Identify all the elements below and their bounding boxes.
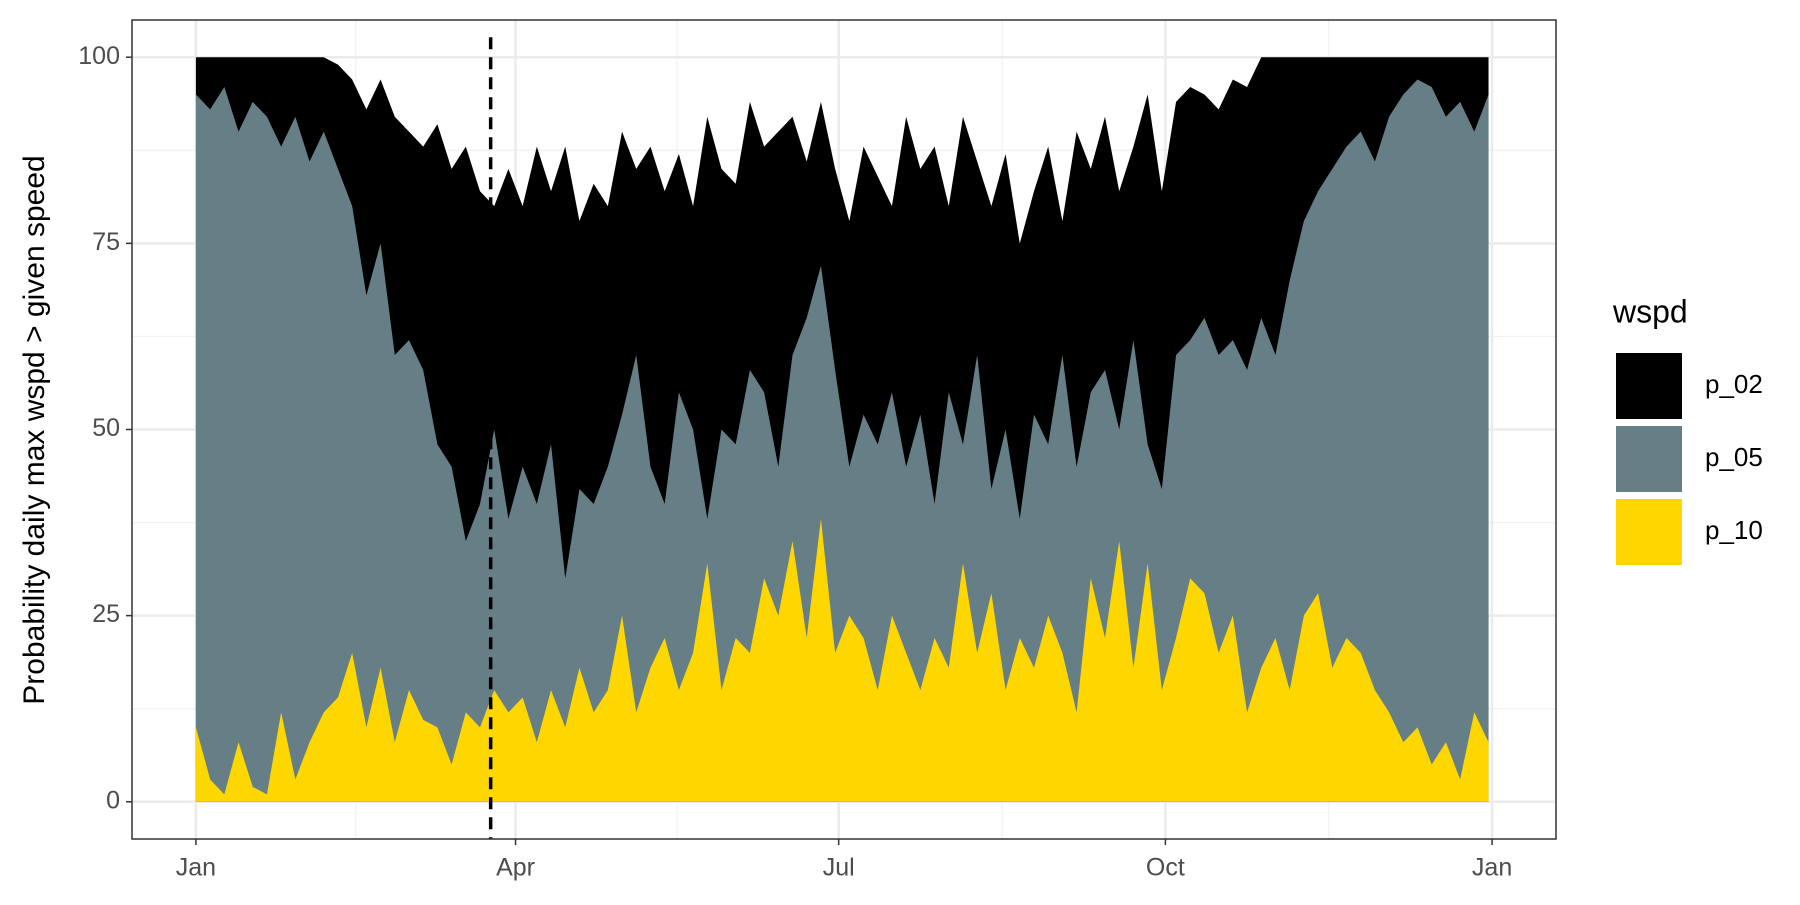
legend-label: p_05 xyxy=(1705,442,1763,472)
legend-title: wspd xyxy=(1612,293,1688,329)
area xyxy=(195,518,1489,802)
x-tick-label: Jan xyxy=(1472,854,1512,882)
y-tick-label: 50 xyxy=(92,414,120,442)
legend-label: p_02 xyxy=(1705,369,1763,399)
area xyxy=(195,79,1489,802)
x-tick-label: Jul xyxy=(823,854,855,882)
legend-key xyxy=(1614,351,1684,421)
y-tick-label: 100 xyxy=(78,42,120,70)
legend-label: p_10 xyxy=(1705,515,1763,545)
y-tick-label: 0 xyxy=(106,786,120,814)
legend-key xyxy=(1614,497,1684,567)
y-tick-label: 75 xyxy=(92,228,120,256)
y-axis-label: Probability daily max wspd > given speed xyxy=(18,155,51,704)
legend-key xyxy=(1614,424,1684,494)
x-tick-label: Oct xyxy=(1146,854,1185,882)
y-tick-label: 25 xyxy=(92,600,120,628)
x-tick-label: Apr xyxy=(496,854,535,882)
x-tick-label: Jan xyxy=(176,854,216,882)
panel-border xyxy=(131,19,1557,840)
